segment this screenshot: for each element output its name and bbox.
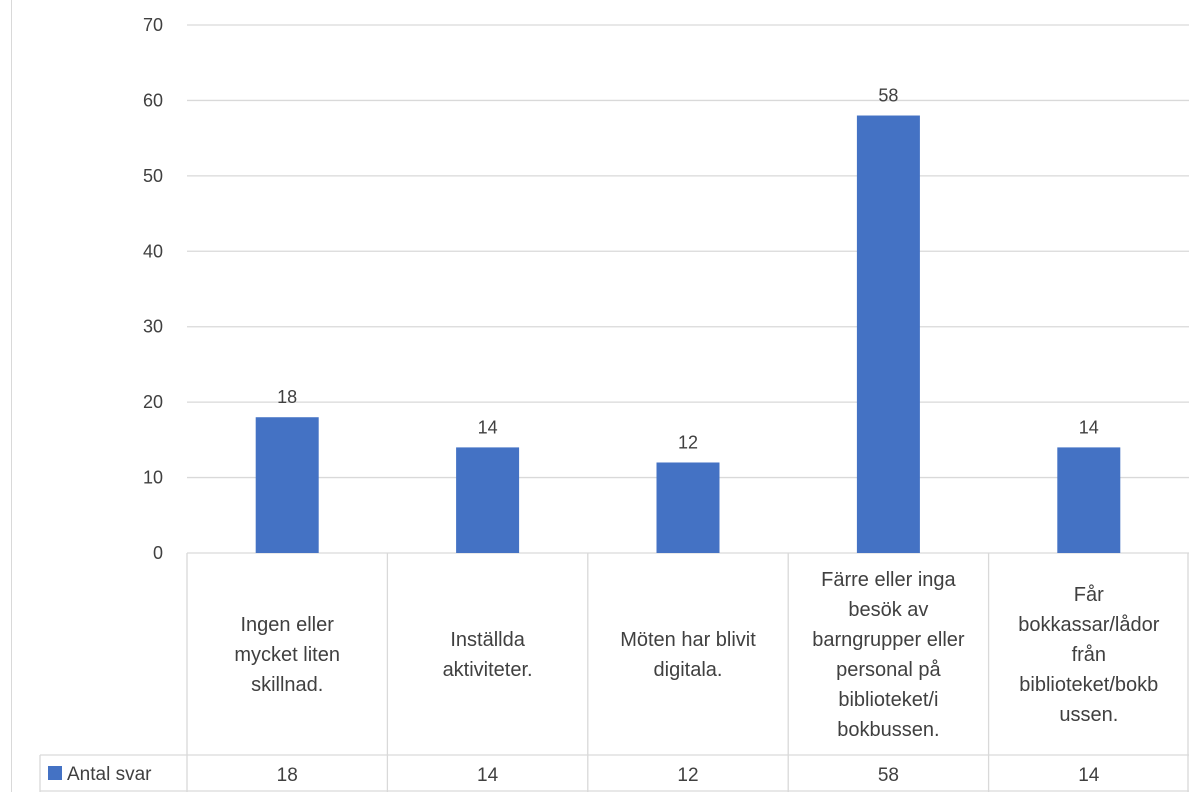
legend-label: Antal svar [67,764,152,785]
legend-key [48,766,62,780]
x-category-label-line: bokkassar/lådor [1018,614,1160,636]
data-label: 14 [1079,417,1099,437]
y-tick-label: 0 [153,543,163,563]
bar [856,115,920,553]
x-category-label-line: Möten har blivit [620,629,756,651]
table-value: 14 [1078,765,1100,786]
x-category-label: Färre eller inga besök av barngrupper elle… [812,569,965,741]
x-category-label-line: ussen. [1059,704,1118,726]
table-value: 18 [277,765,298,786]
x-category-label-line: bokbussen. [837,719,939,741]
x-category-label: Inställda aktiviteter. [443,629,533,681]
data-label: 12 [678,432,698,452]
x-category-label: Får bokkassar/lådor från biblioteket/bokb us… [1018,584,1160,726]
x-category-label-line: Får [1074,584,1104,606]
y-tick-label: 10 [143,468,163,488]
y-tick-label: 60 [143,90,163,110]
table-value: 12 [677,765,698,786]
y-tick-label: 40 [143,241,163,261]
table-value: 58 [878,765,899,786]
table-value: 14 [477,765,499,786]
y-tick-label: 30 [143,317,163,337]
bar [456,447,520,553]
data-label: 58 [878,86,898,106]
x-category-label-line: mycket liten [234,644,340,666]
x-category-label: Ingen eller mycket liten skillnad. [234,614,340,696]
x-category-label-line: biblioteket/bokb [1019,674,1158,696]
x-category-label: Möten har blivit digitala. [620,629,756,681]
data-label: 18 [277,387,297,407]
x-category-label-line: besök av [848,599,928,621]
x-category-label-line: Inställda [450,629,525,651]
x-category-label-line: aktiviteter. [443,659,533,681]
x-category-label-line: Färre eller inga [821,569,956,591]
bar [255,417,319,553]
x-category-label-line: Ingen eller [240,614,334,636]
x-category-label-line: digitala. [654,659,723,681]
x-category-label-line: barngrupper eller [812,629,965,651]
y-tick-label: 70 [143,15,163,35]
bar [656,462,720,553]
x-category-label-line: personal på [836,659,941,681]
x-category-label-line: skillnad. [251,674,323,696]
data-label: 14 [478,417,498,437]
y-tick-label: 20 [143,392,163,412]
x-category-label-line: från [1072,644,1106,666]
bar [1057,447,1121,553]
y-tick-label: 50 [143,166,163,186]
x-category-label-line: biblioteket/i [838,689,938,711]
